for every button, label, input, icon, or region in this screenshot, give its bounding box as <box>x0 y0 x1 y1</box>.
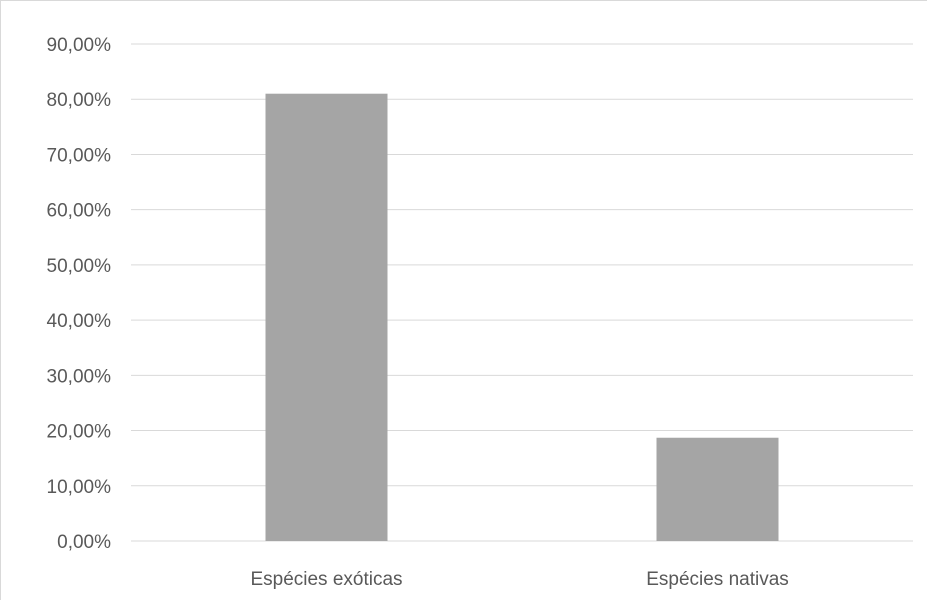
y-tick-label: 10,00% <box>47 477 112 498</box>
y-tick-label: 0,00% <box>57 532 111 553</box>
x-tick-label: Espécies nativas <box>646 569 789 590</box>
y-tick-label: 50,00% <box>47 256 112 277</box>
x-axis: Espécies exóticas Espécies nativas <box>250 569 788 590</box>
gridlines <box>131 43 913 542</box>
y-tick-label: 90,00% <box>47 35 112 56</box>
y-tick-label: 20,00% <box>47 422 112 443</box>
y-tick-label: 80,00% <box>47 90 112 111</box>
x-tick-label: Espécies exóticas <box>250 569 402 590</box>
bar <box>656 437 779 541</box>
y-tick-label: 60,00% <box>47 201 112 222</box>
y-tick-label: 70,00% <box>47 145 112 166</box>
bar <box>265 93 388 541</box>
bars <box>265 93 779 541</box>
y-axis: 0,00% 10,00% 20,00% 30,00% 40,00% 50,00% 60,00… <box>47 35 112 553</box>
y-tick-label: 30,00% <box>47 366 112 387</box>
y-tick-label: 40,00% <box>47 311 112 332</box>
